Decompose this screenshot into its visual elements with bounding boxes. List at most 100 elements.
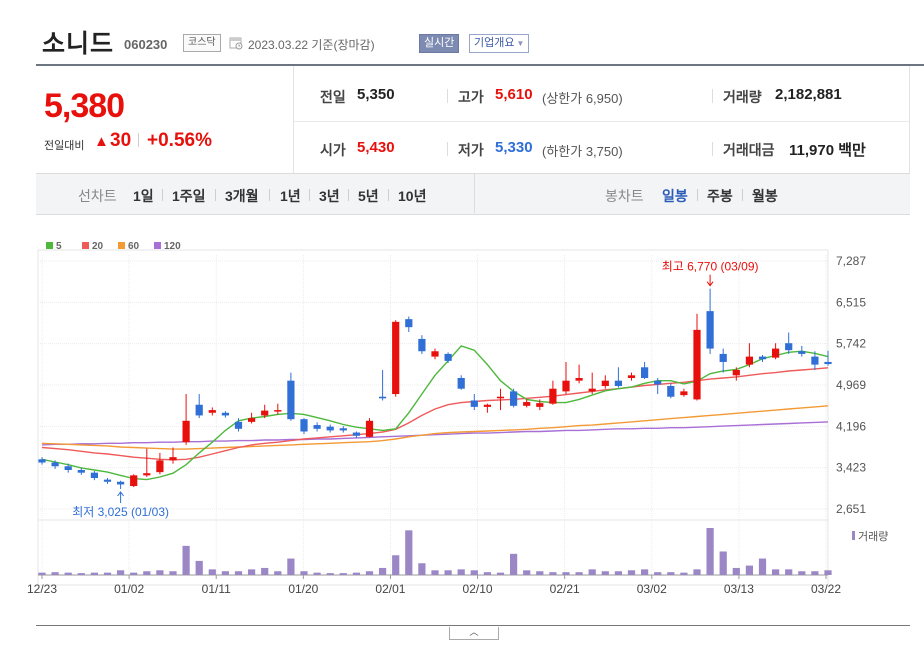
y-tick-label: 4,196 — [836, 419, 866, 433]
candle-body — [640, 367, 649, 378]
volume-bar — [457, 569, 465, 575]
company-overview-label: 기업개요 — [474, 37, 515, 49]
x-tick-label: 02/10 — [463, 582, 493, 596]
period-separator — [697, 189, 698, 201]
realtime-button[interactable]: 실시간 — [419, 34, 460, 53]
candle-body — [745, 356, 754, 365]
volume-bar — [811, 571, 819, 575]
period-1d[interactable]: 1일 — [133, 188, 154, 204]
volume-bar — [234, 571, 243, 575]
candle-body — [457, 377, 465, 389]
candle-body — [313, 425, 321, 429]
volume-bar — [693, 569, 701, 575]
volume-bar — [261, 567, 269, 575]
candle-body — [38, 459, 46, 463]
candle-body — [405, 319, 413, 328]
y-tick-label: 5,742 — [836, 337, 866, 351]
volume-bar — [274, 571, 282, 575]
candle-body — [182, 420, 190, 443]
candle-body — [562, 380, 570, 392]
candle-body — [431, 351, 439, 357]
volume-bar — [418, 563, 426, 575]
quote-row-divider — [294, 121, 924, 122]
x-tick-label: 02/21 — [550, 582, 580, 596]
candle-body — [208, 410, 216, 413]
period-3m[interactable]: 3개월 — [225, 188, 259, 204]
x-tick-label: 01/02 — [114, 582, 144, 596]
volume-bar — [378, 567, 387, 575]
legend-swatch — [154, 242, 161, 249]
candle-monthly[interactable]: 월봉 — [752, 188, 778, 204]
volume-legend-swatch — [852, 531, 855, 540]
period-separator — [309, 189, 310, 201]
volume-bar — [392, 555, 400, 575]
change-separator — [138, 133, 139, 147]
low-value: 5,330 — [495, 139, 533, 156]
period-5y[interactable]: 5년 — [358, 188, 379, 204]
candle-body — [667, 386, 675, 397]
volume-bar — [156, 570, 164, 575]
period-separator — [269, 189, 270, 201]
candle-body — [824, 361, 832, 365]
change-percent: +0.56% — [147, 130, 212, 151]
volume-bar — [771, 569, 780, 575]
candle-body — [378, 396, 387, 399]
candle-body — [287, 380, 295, 420]
min-arrow-icon — [117, 491, 124, 503]
plot-frame — [37, 249, 829, 586]
period-separator — [162, 189, 163, 201]
period-1w[interactable]: 1주일 — [172, 188, 206, 204]
candle-body — [693, 329, 701, 400]
y-tick-label: 3,423 — [836, 461, 866, 475]
candle-body — [352, 432, 361, 436]
period-1y[interactable]: 1년 — [280, 188, 301, 204]
candle-body — [785, 343, 793, 351]
legend-label: 5 — [56, 241, 62, 252]
volume-bar — [38, 572, 46, 575]
candle-body — [261, 410, 269, 416]
volume-bar — [601, 571, 609, 575]
candle-body — [523, 402, 531, 406]
stock-chart[interactable]: 7,287 6,515 5,742 4,969 4,196 3,423 2,651 12/23… — [0, 228, 924, 596]
chevron-up-icon: ︿ — [469, 627, 479, 637]
legend-label: 20 — [92, 241, 104, 252]
side-panel-edge — [909, 628, 924, 648]
prev-close-value: 5,350 — [357, 86, 395, 103]
stock-code: 060230 — [124, 37, 168, 52]
quote-separator — [447, 142, 448, 156]
legend-swatch — [82, 242, 89, 249]
open-label: 시가 — [320, 142, 346, 158]
legend-label: 120 — [164, 241, 181, 252]
company-overview-button[interactable]: 기업개요 ▼ — [469, 34, 530, 53]
candle-body — [418, 338, 426, 352]
legend-swatch — [118, 242, 125, 249]
volume-bar — [352, 572, 361, 575]
candle-body — [221, 412, 230, 416]
volume-bar — [287, 558, 295, 575]
volume-bar — [667, 572, 675, 575]
max-annotation: 최고 6,770 (03/09) — [662, 260, 759, 274]
candle-body — [811, 356, 819, 365]
volume-bar — [51, 572, 59, 575]
candle-body — [130, 475, 138, 487]
candle-body — [601, 380, 609, 387]
candle-body — [575, 377, 583, 381]
candle-weekly[interactable]: 주봉 — [707, 188, 733, 204]
volume-bar — [405, 530, 413, 575]
up-arrow-icon: ▲ — [94, 133, 109, 150]
volume-bar — [627, 570, 636, 575]
period-10y[interactable]: 10년 — [398, 188, 427, 204]
collapse-button[interactable]: ︿ — [449, 627, 499, 640]
candle-body — [771, 348, 780, 358]
volume-bar — [339, 573, 347, 575]
volume-bar — [169, 571, 177, 575]
candle-body — [732, 369, 740, 376]
volume-bar — [143, 571, 151, 575]
candle-body — [614, 380, 623, 387]
candle-daily[interactable]: 일봉 — [662, 188, 688, 204]
period-3y[interactable]: 3년 — [319, 188, 340, 204]
candle-body — [116, 481, 125, 485]
candle-body — [156, 460, 164, 473]
candle-body — [339, 428, 347, 431]
open-value: 5,430 — [357, 139, 395, 156]
